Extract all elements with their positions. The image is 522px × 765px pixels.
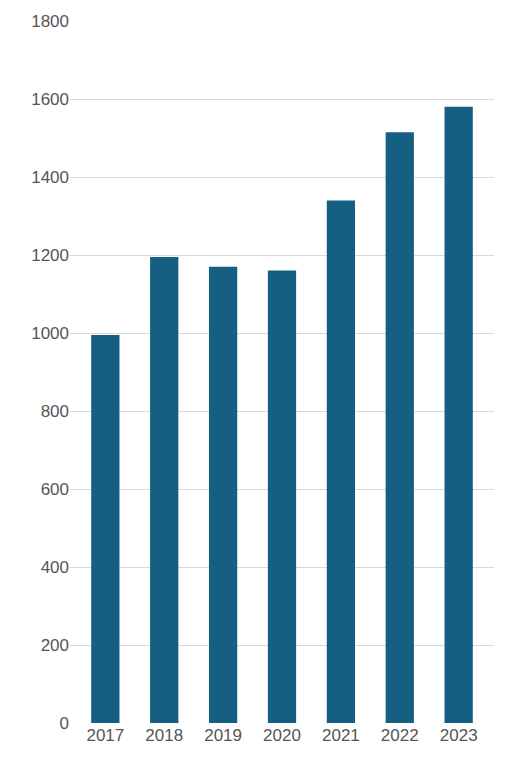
svg-text:200: 200 <box>41 636 69 655</box>
svg-text:1400: 1400 <box>31 168 69 187</box>
svg-text:2017: 2017 <box>86 726 124 745</box>
svg-text:400: 400 <box>41 558 69 577</box>
svg-text:0: 0 <box>60 714 69 733</box>
svg-text:1800: 1800 <box>31 12 69 31</box>
svg-text:2018: 2018 <box>145 726 183 745</box>
svg-text:2022: 2022 <box>381 726 419 745</box>
svg-text:2021: 2021 <box>322 726 360 745</box>
svg-text:800: 800 <box>41 402 69 421</box>
svg-text:1200: 1200 <box>31 246 69 265</box>
svg-text:1000: 1000 <box>31 324 69 343</box>
svg-text:600: 600 <box>41 480 69 499</box>
svg-text:1600: 1600 <box>31 90 69 109</box>
svg-text:2023: 2023 <box>440 726 478 745</box>
svg-text:2020: 2020 <box>263 726 301 745</box>
svg-text:2019: 2019 <box>204 726 242 745</box>
